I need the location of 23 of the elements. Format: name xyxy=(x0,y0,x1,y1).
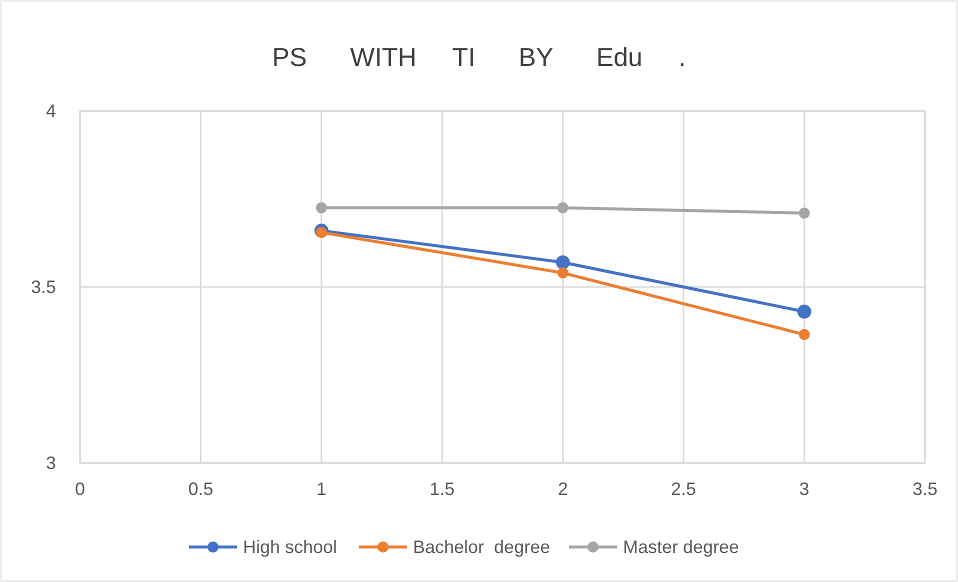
legend-label: High school xyxy=(243,537,338,557)
y-tick-label: 3.5 xyxy=(30,277,56,297)
x-tick-label: 2.5 xyxy=(671,479,696,499)
x-tick-label: 2 xyxy=(558,479,568,499)
chart-title: PS WITH TI BY Edu . xyxy=(272,42,686,72)
x-tick-label: 0.5 xyxy=(188,479,214,499)
x-tick-label: 3 xyxy=(799,479,810,499)
y-tick-label: 4 xyxy=(46,101,56,121)
x-tick-label: 1.5 xyxy=(430,479,455,499)
legend-label: Master degree xyxy=(623,537,740,557)
x-tick-label: 1 xyxy=(316,479,326,499)
point xyxy=(798,329,810,340)
x-tick-label: 3.5 xyxy=(912,479,938,499)
point xyxy=(316,226,327,238)
point xyxy=(798,208,810,219)
point xyxy=(557,267,568,278)
y-tick-label: 3 xyxy=(46,453,56,473)
point xyxy=(556,255,570,270)
x-tick-label: 0 xyxy=(74,479,86,499)
point xyxy=(797,304,812,319)
legend-label: Bachelor degree xyxy=(413,537,550,557)
point xyxy=(557,202,568,214)
point xyxy=(316,202,327,214)
